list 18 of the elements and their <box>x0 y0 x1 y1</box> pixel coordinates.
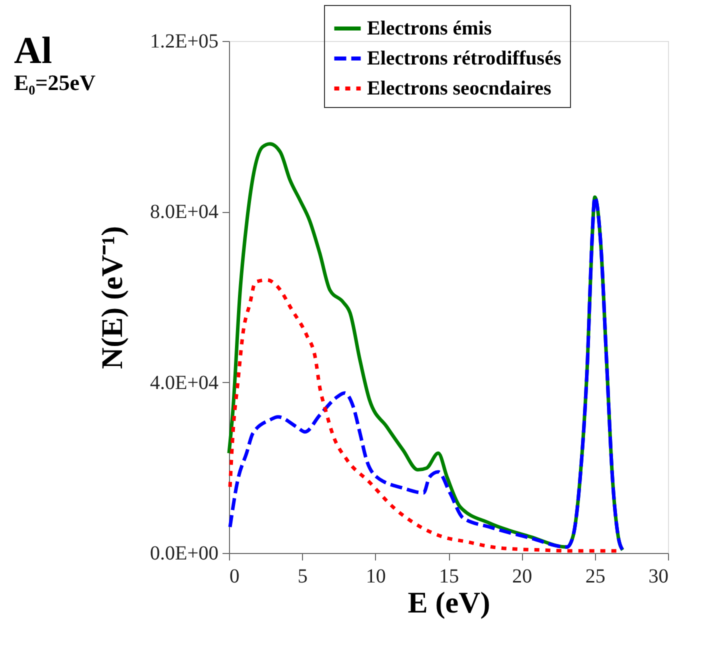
y-axis-title: N(E) (eV⁻¹) <box>96 226 130 370</box>
x-tick-label: 5 <box>298 566 308 588</box>
y-tick-label: 0.0E+00 <box>150 542 218 564</box>
x-tick-label: 15 <box>439 566 459 588</box>
legend-label: Electrons rétrodiffusés <box>367 48 562 70</box>
x-tick-label: 25 <box>585 566 606 588</box>
x-tick-label: 30 <box>648 566 668 588</box>
x-tick-label: 20 <box>512 566 532 588</box>
text: Al <box>14 30 52 72</box>
x-tick-label: 10 <box>366 566 386 588</box>
y-tick-label: 1.2E+05 <box>150 30 218 52</box>
y-tick-label: 8.0E+04 <box>150 201 218 224</box>
legend-label: Electrons émis <box>367 18 492 40</box>
y-tick-label: 4.0E+04 <box>150 372 218 394</box>
text: E₀=25eV <box>14 70 96 95</box>
x-axis-title: E (eV) <box>408 586 490 620</box>
legend-label: Electrons seocndaires <box>367 78 552 100</box>
x-tick-label: 0 <box>230 566 240 588</box>
